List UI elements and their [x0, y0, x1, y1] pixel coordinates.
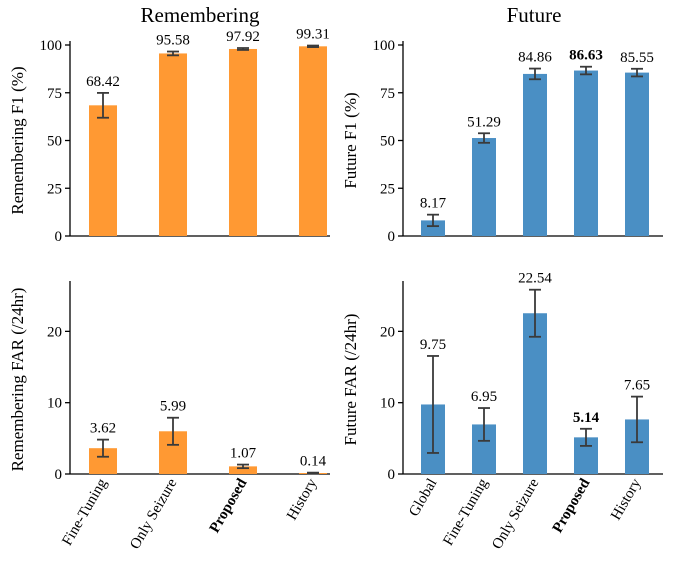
data-label: 68.42: [86, 74, 120, 90]
y-axis-label: Remembering F1 (%): [8, 66, 27, 214]
data-label: 5.99: [160, 399, 186, 415]
y-tick-label: 100: [373, 38, 396, 54]
data-label: 7.65: [624, 378, 650, 394]
data-label: 99.31: [296, 27, 330, 43]
y-tick-label: 50: [380, 134, 395, 150]
bar: [523, 313, 547, 474]
y-axis-label: Remembering FAR (/24hr): [8, 288, 27, 472]
x-tick-label: Only Seizure: [489, 476, 542, 552]
y-tick-label: 0: [55, 467, 63, 483]
data-label: 95.58: [156, 33, 190, 49]
data-label: 1.07: [230, 446, 257, 462]
x-tick-label: Only Seizure: [127, 476, 180, 552]
data-label: 51.29: [467, 114, 501, 130]
bar: [472, 138, 496, 236]
data-label: 22.54: [518, 271, 552, 287]
chart-fut_f1: Future Future F1 (%) 0 25 50 75 100 8.17 51.29 84…: [341, 3, 663, 245]
y-tick-label: 20: [380, 324, 395, 340]
y-tick-label: 25: [380, 181, 395, 197]
chart-rem_far: Remembering FAR (/24hr) 0 10 20 3.62 Fine-Tun…: [8, 281, 330, 552]
y-tick-label: 0: [55, 229, 63, 245]
y-tick-label: 10: [380, 396, 395, 412]
data-label: 5.14: [573, 410, 600, 426]
data-label: 0.14: [300, 454, 327, 470]
y-tick-label: 25: [47, 181, 62, 197]
data-label: 84.86: [518, 50, 552, 66]
data-label: 8.17: [420, 196, 447, 212]
chart-rem_f1: Remembering Remembering F1 (%) 0 25 50 75 100 6…: [8, 3, 330, 245]
x-tick-label: History: [608, 476, 645, 523]
bar: [229, 48, 257, 236]
y-tick-label: 75: [380, 86, 395, 102]
y-tick-label: 20: [47, 324, 62, 340]
y-tick-label: 0: [388, 467, 396, 483]
y-axis-label: Future F1 (%): [341, 92, 360, 188]
bar: [574, 70, 598, 236]
bar: [229, 466, 257, 474]
y-tick-label: 75: [47, 86, 62, 102]
bar: [523, 73, 547, 237]
data-label: 86.63: [569, 48, 603, 64]
chart-title: Future: [507, 3, 562, 27]
chart-fut_far: Future FAR (/24hr) 0 10 20 9.75 Global 6.95 Fin…: [341, 271, 663, 552]
y-tick-label: 10: [47, 396, 62, 412]
x-tick-label: Proposed: [550, 475, 594, 535]
bar: [159, 53, 187, 236]
y-tick-label: 50: [47, 134, 62, 150]
data-label: 85.55: [620, 50, 654, 66]
y-tick-label: 0: [388, 229, 396, 245]
y-axis-label: Future FAR (/24hr): [341, 314, 360, 446]
chart-title: Remembering: [141, 3, 260, 27]
data-label: 9.75: [420, 337, 446, 353]
data-label: 6.95: [471, 389, 497, 405]
x-tick-label: Global: [406, 476, 440, 519]
data-label: 97.92: [226, 29, 260, 45]
x-tick-label: History: [284, 476, 321, 523]
y-tick-label: 100: [40, 38, 63, 54]
x-tick-label: Fine-Tuning: [440, 476, 491, 549]
bar: [89, 105, 117, 236]
x-tick-label: Fine-Tuning: [59, 476, 110, 549]
data-label: 3.62: [90, 421, 116, 437]
bar: [299, 46, 327, 236]
x-tick-label: Proposed: [207, 475, 251, 535]
bar: [625, 72, 649, 236]
bar: [421, 220, 445, 236]
